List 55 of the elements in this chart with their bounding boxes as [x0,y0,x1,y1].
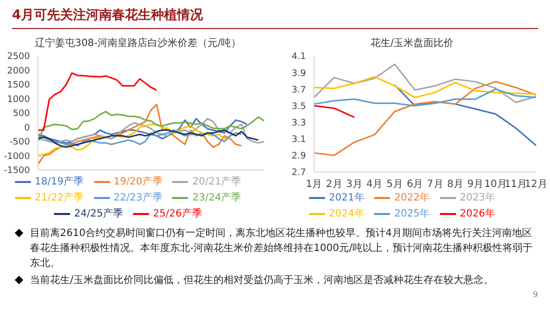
legend-label: 18/19产季 [34,176,84,188]
y-tick-label: -500 [10,138,30,148]
x-tick-label: 6月 [406,179,424,190]
line-series [313,64,537,104]
line-series [37,72,158,131]
legend-label: 2022年 [394,192,430,204]
y-tick-label: 1500 [7,80,30,91]
y-tick-label: -1500 [4,166,30,176]
line-series [37,110,265,142]
x-tick-label: 2月 [326,179,342,190]
chart-title: 花生/玉米盘面比价 [369,36,455,51]
line-series [313,76,537,98]
y-tick-label: 2000 [7,66,30,76]
legend-label: 21/22产季 [34,192,84,204]
legend-label: 24/25产季 [74,208,123,220]
x-tick-label: 5月 [386,179,403,190]
x-tick-label: 3月 [346,179,363,190]
y-tick-label: 3.7 [292,85,306,96]
line-series [313,88,537,106]
line-series [37,104,242,166]
legend-label: 2021年 [328,192,364,204]
y-tick-label: 1000 [7,94,30,105]
y-tick-label: 2.7 [292,168,306,178]
chart-title: 辽宁姜屯308-河南皇路店白沙米价差（元/吨） [34,36,242,51]
legend-label: 22/23产季 [114,192,162,204]
line-series [37,124,231,156]
text: 当前花生/玉米盘面比价同比偏低，但花生的相对受益仍高于玉米，河南地区是否减种花生存在较大悬念。 [30,274,494,288]
x-tick-label: 7月 [426,179,444,190]
text: 目前离2610合约交易时间窗口仍有一定时间，离东北地区花生播种也较早。预计4月期间市场将先行关注河南地区春花生播种积极性情况。本年度东北-河南花生米价差始终维持在1000元/吨以上，预计河南花生播种积极性将弱于东北。 [30,226,534,271]
legend-label: 2023年 [460,192,496,204]
text: 9 [532,290,538,299]
y-tick-label: 0 [24,123,30,134]
y-tick-label: 3.1 [292,135,306,146]
line-series [313,80,537,156]
x-tick-label: 8月 [447,179,464,190]
x-tick-label: 12月 [524,179,548,190]
y-tick-label: 3.5 [292,102,306,112]
x-tick-label: 4月 [366,179,383,190]
legend-label: 2024年 [328,208,364,220]
legend-label: 19/20产季 [114,176,162,188]
legend-label: 2026年 [460,208,496,220]
legend-label: 20/21产季 [192,176,242,188]
legend-label: 25/26产季 [153,208,202,220]
y-tick-label: -1000 [4,152,30,162]
y-tick-label: 3.9 [292,68,306,79]
y-tick-label: 2500 [7,52,30,62]
y-tick-label: 500 [12,109,30,120]
y-tick-label: 2.9 [292,152,306,162]
x-tick-label: 1月 [306,179,322,190]
text: 4月可先关注河南春花生种植情况 [12,8,204,23]
y-tick-label: 4.1 [292,52,306,62]
legend-label: 23/24产季 [192,192,242,204]
x-tick-label: 9月 [467,179,484,190]
legend-label: 2025年 [394,208,430,220]
y-tick-label: 3.3 [292,118,306,128]
